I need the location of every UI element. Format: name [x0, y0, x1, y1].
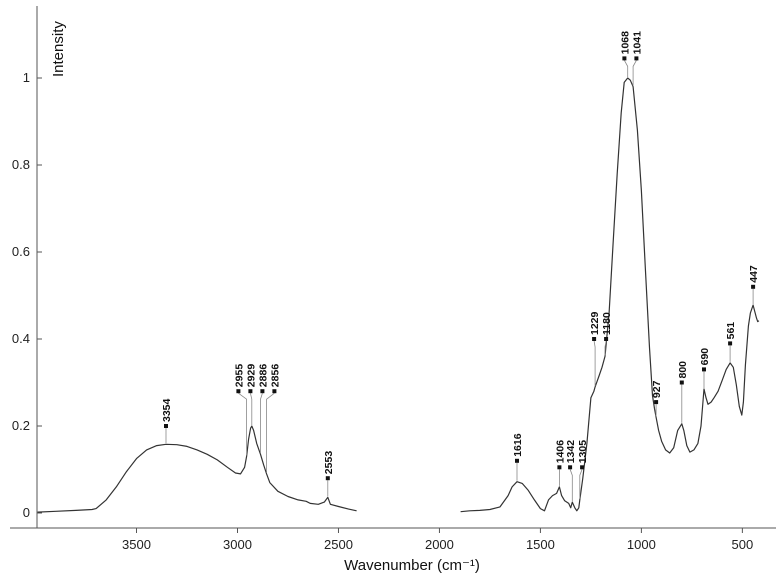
y-tick-label: 1: [23, 70, 30, 85]
peak-label-1616: 1616: [512, 433, 524, 457]
peak-leader-line: [604, 340, 607, 356]
peak-label-690: 690: [699, 348, 711, 366]
y-axis-ticks: 0 0.2 0.4 0.6 0.8 1: [12, 70, 42, 520]
peak-marker: [604, 337, 609, 341]
y-tick-label: 0: [23, 505, 30, 520]
peak-marker: [580, 465, 585, 470]
peak-leader-line: [238, 392, 247, 456]
peak-leader-line: [260, 393, 263, 454]
peak-marker: [272, 389, 277, 394]
peak-label-2856: 2856: [269, 364, 281, 388]
y-tick-label: 0.2: [12, 418, 30, 433]
x-tick-label: 3500: [122, 537, 151, 552]
x-tick-label: 1000: [627, 537, 656, 552]
peak-marker: [515, 458, 519, 463]
peak-label-1180: 1180: [601, 312, 613, 335]
peak-label-1229: 1229: [589, 311, 601, 335]
x-axis-title: Wavenumber (cm⁻¹): [344, 557, 480, 574]
peak-marker: [634, 56, 639, 61]
peak-marker: [164, 424, 168, 428]
peak-label-2886: 2886: [257, 364, 269, 388]
peak-label-1041: 1041: [631, 31, 643, 55]
x-tick-label: 500: [732, 537, 754, 552]
peak-label-927: 927: [651, 380, 663, 398]
peak-leader-line: [632, 60, 637, 86]
peak-leader-line: [569, 469, 573, 502]
y-axis-title: Intensity: [50, 21, 67, 77]
peak-marker: [260, 389, 265, 394]
spectrum-line-low-wavenumber: [460, 77, 760, 513]
y-tick-label: 0.4: [12, 331, 30, 346]
peak-label-1406: 1406: [554, 440, 566, 464]
peak-marker: [654, 400, 659, 405]
peak-marker: [751, 284, 756, 289]
peak-marker: [728, 341, 733, 346]
peak-marker: [236, 389, 241, 394]
spectrum-line-high-wavenumber: [37, 425, 357, 513]
peak-label-447: 447: [748, 265, 760, 283]
peak-label-3354: 3354: [161, 398, 173, 422]
peak-marker: [557, 465, 562, 470]
peak-marker: [702, 367, 706, 372]
y-tick-label: 0.8: [12, 157, 30, 172]
peak-label-1342: 1342: [565, 440, 577, 464]
x-tick-label: 2500: [324, 537, 353, 552]
peak-label-2929: 2929: [245, 364, 257, 388]
peak-marker: [622, 56, 627, 61]
peak-marker: [592, 337, 597, 341]
peak-marker: [248, 389, 253, 394]
x-tick-label: 2000: [425, 537, 454, 552]
x-tick-label: 3000: [223, 537, 252, 552]
peak-label-2955: 2955: [233, 364, 245, 388]
y-tick-label: 0.6: [12, 244, 30, 259]
peak-marker: [568, 465, 573, 470]
peak-leader-line: [250, 393, 253, 425]
peak-label-561: 561: [725, 322, 737, 340]
x-tick-label: 1500: [526, 537, 555, 552]
peak-marker: [679, 380, 684, 385]
peak-leader-line: [593, 340, 596, 386]
peak-label-800: 800: [677, 361, 689, 379]
x-axis-ticks: 3500 3000 2500 2000 1500 1000 500: [122, 528, 753, 552]
peak-leader-line: [624, 60, 629, 77]
peak-marker: [325, 476, 330, 481]
peak-label-1305: 1305: [577, 440, 589, 464]
peak-label-1068: 1068: [619, 31, 631, 55]
peak-leader-line: [579, 469, 583, 499]
peak-label-2553: 2553: [323, 451, 335, 475]
peak-leader-line: [266, 392, 275, 473]
spectrum-series: [37, 77, 760, 513]
